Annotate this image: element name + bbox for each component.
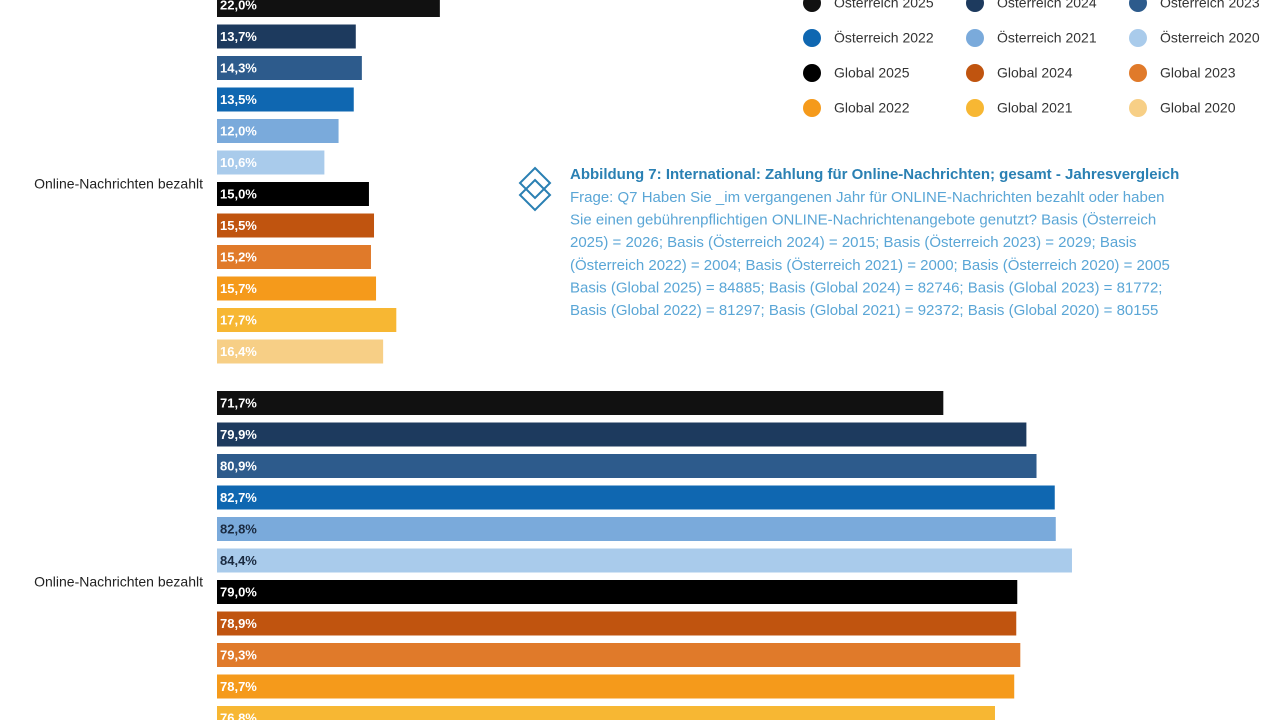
legend-label: Österreich 2022: [834, 29, 934, 46]
value-label: 82,8%: [220, 521, 257, 536]
value-label: 22,0%: [220, 0, 257, 12]
bar: [217, 548, 1072, 573]
bar: [217, 56, 362, 80]
bar: [217, 24, 356, 49]
legend-label: Österreich 2020: [1160, 29, 1260, 46]
value-label: 84,4%: [220, 553, 257, 568]
value-label: 79,0%: [220, 584, 257, 599]
value-label: 15,5%: [220, 218, 257, 233]
value-label: 10,6%: [220, 155, 257, 170]
caption-icon: [518, 166, 552, 212]
bar: [217, 276, 377, 301]
legend-marker: [1129, 99, 1147, 117]
bar: [217, 674, 1015, 699]
value-label: 16,4%: [220, 344, 257, 359]
legend-label: Global 2024: [997, 65, 1073, 81]
legend-label: Österreich 2024: [997, 0, 1097, 11]
category-label: Online-Nachrichten bezahlt: [34, 573, 203, 589]
value-label: 12,0%: [220, 123, 257, 138]
value-label: 78,7%: [220, 679, 257, 694]
value-label: 15,0%: [220, 186, 257, 201]
legend-marker: [966, 0, 984, 12]
legend-label: Global 2021: [997, 100, 1073, 116]
bar: [217, 611, 1017, 636]
legend-marker: [803, 64, 821, 82]
value-label: 17,7%: [220, 312, 257, 327]
legend-label: Global 2023: [1160, 65, 1236, 81]
value-label: 82,7%: [220, 490, 257, 505]
bar: [217, 485, 1055, 510]
value-label: 14,3%: [220, 60, 257, 75]
value-label: 13,5%: [220, 92, 257, 107]
legend-marker: [803, 99, 821, 117]
bar: [217, 454, 1037, 478]
legend-marker: [803, 0, 821, 12]
legend-label: Österreich 2025: [834, 0, 934, 11]
caption-line: Frage: Q7 Haben Sie _im vergangenen Jahr…: [570, 189, 1165, 206]
legend-marker: [1129, 64, 1147, 82]
bar: [217, 0, 440, 17]
legend-marker: [1129, 0, 1147, 12]
caption-line: Sie einen gebührenpflichtigen ONLINE-Nac…: [570, 211, 1156, 229]
value-label: 76,8%: [220, 710, 257, 720]
bar: [217, 580, 1018, 604]
value-label: 78,9%: [220, 616, 257, 631]
legend-label: Global 2020: [1160, 100, 1236, 116]
bar: [217, 339, 384, 364]
legend-label: Global 2022: [834, 100, 910, 116]
bar: [217, 422, 1027, 447]
caption-line: Basis (Global 2022) = 81297; Basis (Glob…: [570, 302, 1158, 319]
bar: [217, 119, 339, 143]
caption-line: Basis (Global 2025) = 84885; Basis (Glob…: [570, 279, 1162, 296]
legend-marker: [966, 99, 984, 117]
bar: [217, 308, 397, 332]
value-label: 13,7%: [220, 29, 257, 44]
legend-label: Global 2025: [834, 65, 910, 81]
value-label: 80,9%: [220, 458, 257, 473]
value-label: 79,9%: [220, 427, 257, 442]
bar: [217, 182, 369, 206]
caption-line: 2025) = 2026; Basis (Österreich 2024) = …: [570, 233, 1137, 251]
bar: [217, 706, 995, 720]
legend-marker: [1129, 29, 1147, 47]
bar: [217, 391, 944, 415]
caption-title: Abbildung 7: International: Zahlung für …: [570, 166, 1179, 183]
value-label: 15,7%: [220, 281, 257, 296]
legend-marker: [966, 29, 984, 47]
legend-marker: [966, 64, 984, 82]
value-label: 71,7%: [220, 395, 257, 410]
category-label: Online-Nachrichten bezahlt: [34, 175, 203, 191]
bar: [217, 150, 325, 175]
bar: [217, 245, 371, 269]
value-label: 15,2%: [220, 249, 257, 264]
bar: [217, 517, 1056, 541]
value-label: 79,3%: [220, 647, 257, 662]
legend-label: Österreich 2023: [1160, 0, 1260, 11]
bar: [217, 87, 354, 112]
bar: [217, 643, 1021, 667]
legend-marker: [803, 29, 821, 47]
legend-label: Österreich 2021: [997, 29, 1097, 46]
caption-line: (Österreich 2022) = 2004; Basis (Österre…: [570, 256, 1170, 274]
bar: [217, 213, 375, 238]
